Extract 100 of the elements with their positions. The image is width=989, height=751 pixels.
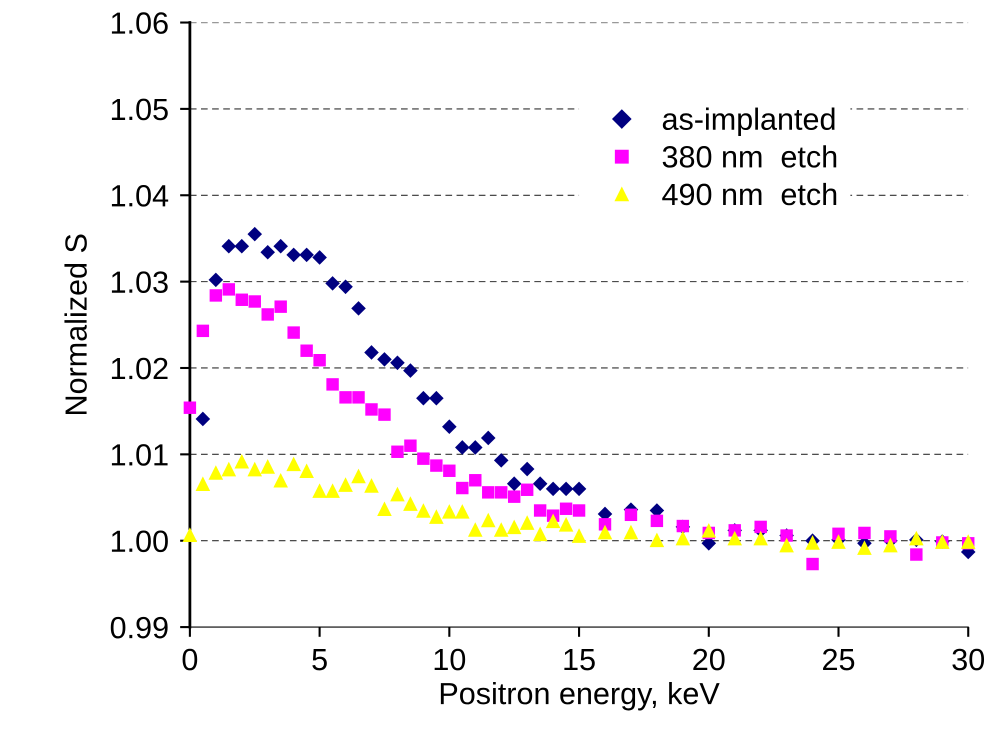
point bbox=[468, 440, 483, 455]
point bbox=[325, 276, 340, 291]
point bbox=[532, 526, 548, 542]
point bbox=[884, 530, 897, 543]
point bbox=[417, 452, 430, 465]
point bbox=[534, 504, 546, 517]
y-tick-label: 0.99 bbox=[110, 616, 168, 638]
point bbox=[184, 402, 196, 414]
point bbox=[558, 517, 574, 532]
point bbox=[508, 490, 520, 503]
point bbox=[236, 294, 248, 306]
point bbox=[532, 476, 548, 492]
x-tick-label: 10 bbox=[434, 648, 466, 670]
x-tick-label: 0 bbox=[182, 648, 198, 670]
y-tick-label: 1.06 bbox=[112, 12, 168, 34]
point bbox=[572, 504, 586, 517]
point bbox=[299, 248, 314, 262]
x-axis-title: Positron energy, keV bbox=[440, 682, 720, 710]
y-tick-label: 1.03 bbox=[112, 271, 168, 293]
point bbox=[480, 512, 496, 528]
point bbox=[312, 250, 327, 265]
point bbox=[365, 403, 378, 416]
point bbox=[222, 462, 236, 476]
point bbox=[262, 308, 274, 321]
point bbox=[286, 248, 301, 262]
point bbox=[404, 440, 417, 452]
point bbox=[378, 408, 391, 421]
point bbox=[469, 474, 482, 486]
point bbox=[494, 453, 509, 468]
point bbox=[286, 456, 301, 472]
point bbox=[624, 508, 638, 522]
y-tick-label: 1.04 bbox=[112, 184, 168, 207]
point bbox=[273, 238, 288, 254]
point bbox=[506, 476, 522, 492]
point bbox=[468, 522, 483, 537]
point bbox=[572, 482, 586, 496]
x-tick-label: 20 bbox=[693, 648, 725, 670]
point bbox=[506, 520, 522, 534]
point bbox=[443, 464, 456, 477]
point bbox=[352, 391, 365, 404]
point bbox=[234, 238, 250, 254]
point bbox=[260, 459, 276, 474]
point bbox=[442, 419, 457, 434]
point bbox=[274, 300, 287, 313]
point bbox=[429, 509, 444, 524]
point bbox=[377, 501, 392, 516]
point bbox=[482, 486, 494, 499]
x-tick-label: 5 bbox=[312, 649, 327, 670]
point bbox=[403, 363, 418, 378]
point bbox=[546, 514, 560, 528]
point bbox=[857, 540, 872, 555]
point bbox=[351, 468, 366, 484]
point bbox=[287, 326, 300, 339]
point bbox=[883, 538, 898, 552]
point bbox=[390, 356, 405, 370]
point bbox=[273, 472, 288, 488]
x-tick-label: 30 bbox=[952, 648, 984, 670]
point bbox=[455, 504, 470, 519]
point bbox=[208, 465, 224, 480]
point bbox=[196, 412, 210, 426]
point bbox=[300, 344, 313, 357]
point bbox=[558, 482, 574, 496]
point bbox=[960, 534, 976, 549]
point bbox=[248, 295, 261, 308]
point bbox=[520, 515, 534, 530]
point bbox=[208, 272, 224, 288]
point bbox=[364, 478, 379, 493]
y-tick-label: 1.00 bbox=[112, 530, 168, 552]
y-tick-label: 1.05 bbox=[112, 98, 168, 120]
point bbox=[222, 238, 236, 254]
point bbox=[727, 530, 742, 546]
point bbox=[650, 514, 664, 528]
point bbox=[339, 391, 352, 404]
y-tick-label: 1.01 bbox=[112, 444, 168, 466]
point bbox=[480, 430, 496, 446]
point bbox=[351, 301, 366, 316]
point bbox=[325, 483, 340, 498]
point bbox=[430, 459, 443, 472]
point bbox=[442, 504, 457, 519]
point bbox=[403, 496, 418, 511]
point bbox=[546, 482, 560, 496]
point bbox=[455, 440, 470, 455]
point bbox=[650, 532, 664, 548]
point bbox=[326, 378, 339, 391]
point bbox=[429, 390, 444, 406]
point bbox=[391, 446, 404, 458]
point bbox=[806, 558, 819, 570]
y-axis-title: Normalized S bbox=[64, 234, 87, 414]
point bbox=[377, 352, 392, 367]
point bbox=[338, 280, 353, 294]
point bbox=[456, 482, 469, 494]
point bbox=[416, 503, 431, 518]
point bbox=[624, 524, 638, 540]
point bbox=[338, 477, 353, 492]
y-tick-label: 1.02 bbox=[112, 358, 168, 380]
point bbox=[702, 523, 716, 538]
point bbox=[910, 548, 923, 561]
point bbox=[210, 289, 222, 302]
x-tick-label: 15 bbox=[564, 649, 595, 670]
point bbox=[247, 462, 262, 476]
